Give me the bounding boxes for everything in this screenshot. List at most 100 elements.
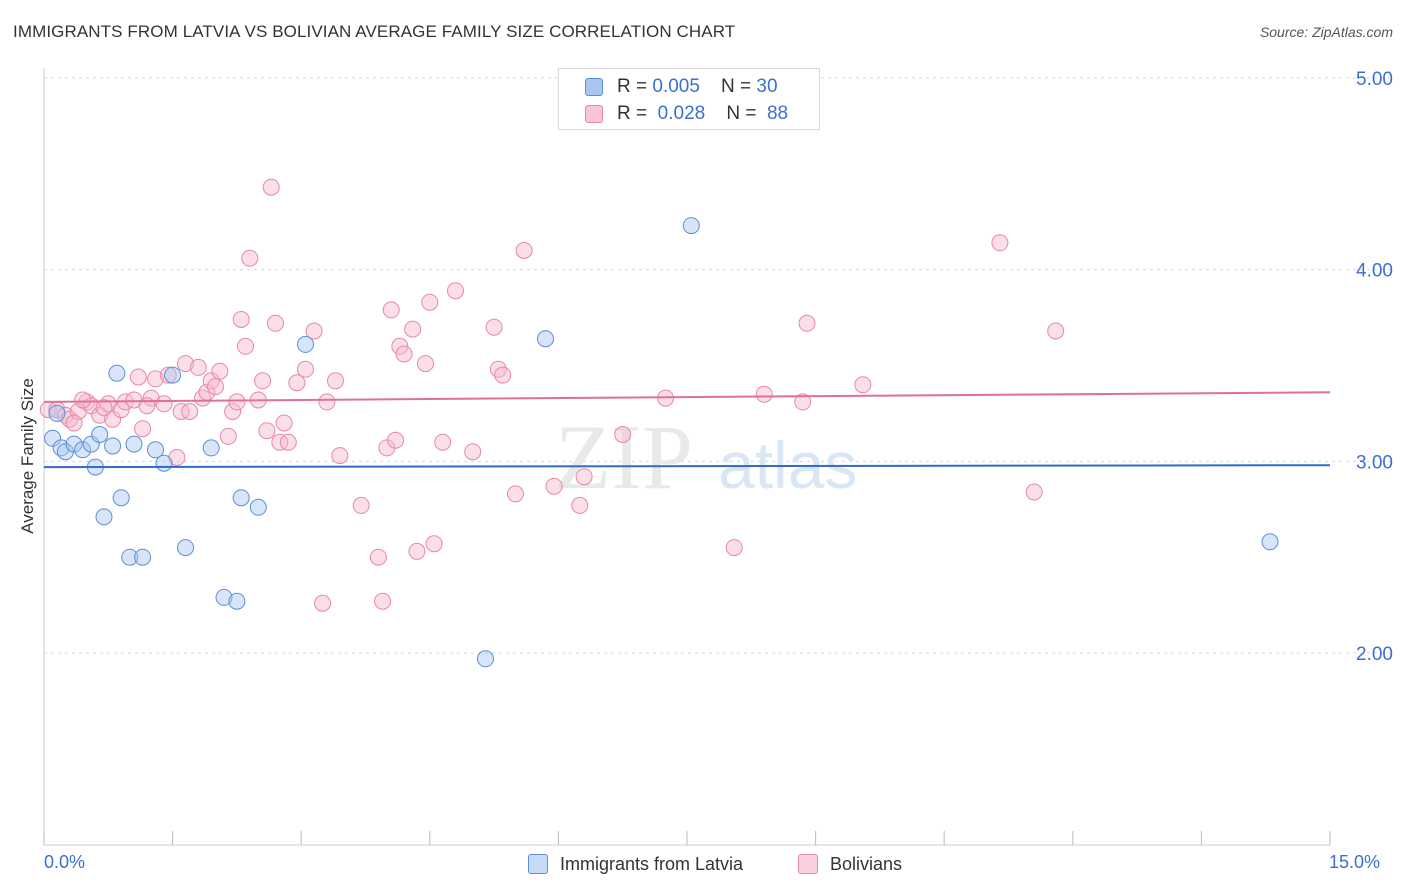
point-latvia-11 [112, 489, 130, 507]
x-tick-label-min: 0.0% [44, 852, 86, 872]
point-latvia-12 [121, 548, 139, 566]
point-bolivia-63 [447, 282, 464, 300]
point-latvia-10 [108, 364, 126, 382]
point-bolivia-62 [434, 433, 452, 451]
point-bolivia-32 [232, 311, 250, 328]
y-tick-labels: 2.00 3.00 4.00 5.00 [1356, 69, 1393, 665]
point-bolivia-68 [507, 485, 524, 503]
point-bolivia-86 [314, 594, 332, 612]
point-latvia-23 [249, 498, 267, 516]
point-bolivia-77 [794, 393, 812, 411]
point-latvia-19 [202, 439, 220, 457]
point-latvia-25 [477, 650, 494, 668]
point-bolivia-64 [464, 443, 482, 461]
point-bolivia-29 [219, 427, 237, 445]
point-bolivia-38 [262, 178, 280, 196]
legend-n-label: N = [726, 103, 762, 124]
point-bolivia-22 [181, 403, 199, 420]
point-latvia-13 [125, 435, 143, 453]
point-bolivia-83 [65, 414, 83, 432]
point-bolivia-33 [237, 337, 254, 355]
data-points [39, 178, 1279, 668]
point-bolivia-78 [798, 314, 816, 332]
point-bolivia-70 [545, 477, 563, 495]
point-latvia-22 [232, 489, 250, 507]
point-latvia-8 [95, 508, 113, 526]
legend-r-value: 0.005 [652, 76, 700, 97]
point-bolivia-50 [369, 548, 387, 566]
point-bolivia-23 [189, 358, 207, 376]
point-latvia-5 [82, 435, 100, 453]
point-bolivia-14 [134, 420, 152, 438]
point-bolivia-79 [854, 376, 872, 394]
point-bolivia-47 [327, 372, 344, 390]
point-latvia-28 [1261, 533, 1279, 551]
point-bolivia-16 [147, 370, 164, 388]
legend-swatch-bolivia [585, 105, 603, 123]
point-bolivia-75 [725, 539, 743, 557]
point-bolivia-84 [95, 399, 113, 417]
point-bolivia-37 [258, 422, 276, 440]
point-bolivia-18 [159, 366, 177, 384]
point-bolivia-27 [207, 378, 224, 396]
legend-n-value: 88 [766, 103, 789, 124]
y-tick-label-3: 5.00 [1356, 69, 1393, 90]
y-tick-label-2: 4.00 [1356, 261, 1393, 282]
trend-line-latvia [43, 464, 1331, 469]
point-latvia-24 [297, 335, 314, 353]
point-bolivia-67 [494, 366, 512, 384]
point-bolivia-42 [279, 433, 297, 451]
trend-lines [43, 391, 1331, 469]
point-bolivia-57 [404, 320, 422, 338]
point-bolivia-81 [1025, 483, 1043, 501]
y-tick-label-1: 3.00 [1356, 452, 1393, 473]
legend-r-value: 0.028 [657, 103, 706, 124]
point-bolivia-17 [155, 395, 173, 413]
chart-title: IMMIGRANTS FROM LATVIA VS BOLIVIAN AVERA… [13, 22, 736, 41]
point-bolivia-41 [275, 414, 293, 432]
point-bolivia-76 [755, 385, 773, 403]
point-bolivia-28 [211, 362, 229, 380]
point-latvia-21 [228, 592, 246, 610]
bottom-legend-label-bolivia: Bolivians [830, 854, 903, 874]
point-bolivia-58 [408, 542, 426, 560]
point-bolivia-51 [374, 592, 392, 610]
y-tick-label-0: 2.00 [1356, 644, 1393, 665]
point-latvia-0 [44, 429, 62, 447]
point-bolivia-73 [614, 426, 632, 443]
trend-line-bolivia [43, 391, 1331, 403]
point-latvia-27 [682, 217, 700, 235]
point-bolivia-60 [421, 293, 439, 311]
point-latvia-9 [104, 437, 122, 455]
point-bolivia-61 [425, 535, 443, 553]
x-tick-label-max: 15.0% [1329, 852, 1381, 872]
point-latvia-17 [164, 366, 182, 384]
point-latvia-7 [91, 426, 109, 443]
legend-swatch-latvia [585, 78, 603, 96]
legend-r-label: R = [617, 103, 653, 124]
point-bolivia-31 [228, 393, 246, 411]
point-bolivia-21 [177, 355, 194, 373]
legend-r-label: R = [617, 76, 653, 97]
point-bolivia-39 [267, 314, 284, 332]
point-bolivia-34 [241, 249, 259, 267]
point-bolivia-80 [991, 234, 1009, 252]
point-latvia-3 [65, 435, 83, 453]
point-bolivia-45 [305, 322, 323, 340]
point-bolivia-43 [288, 374, 306, 392]
point-latvia-29 [48, 404, 66, 422]
point-bolivia-13 [129, 368, 147, 386]
point-bolivia-44 [297, 360, 314, 378]
point-bolivia-59 [417, 355, 434, 373]
point-bolivia-55 [391, 337, 409, 355]
point-latvia-16 [155, 454, 173, 472]
source-label: Source: ZipAtlas.com [1259, 24, 1393, 40]
point-latvia-14 [134, 548, 152, 566]
point-latvia-4 [74, 441, 92, 459]
legend-n-value: 30 [756, 76, 778, 97]
point-bolivia-30 [224, 403, 242, 420]
correlation-legend: R = 0.005 N = 30 R = 0.028 N = 88 [558, 68, 820, 130]
point-bolivia-87 [74, 391, 92, 409]
point-bolivia-36 [254, 372, 272, 390]
